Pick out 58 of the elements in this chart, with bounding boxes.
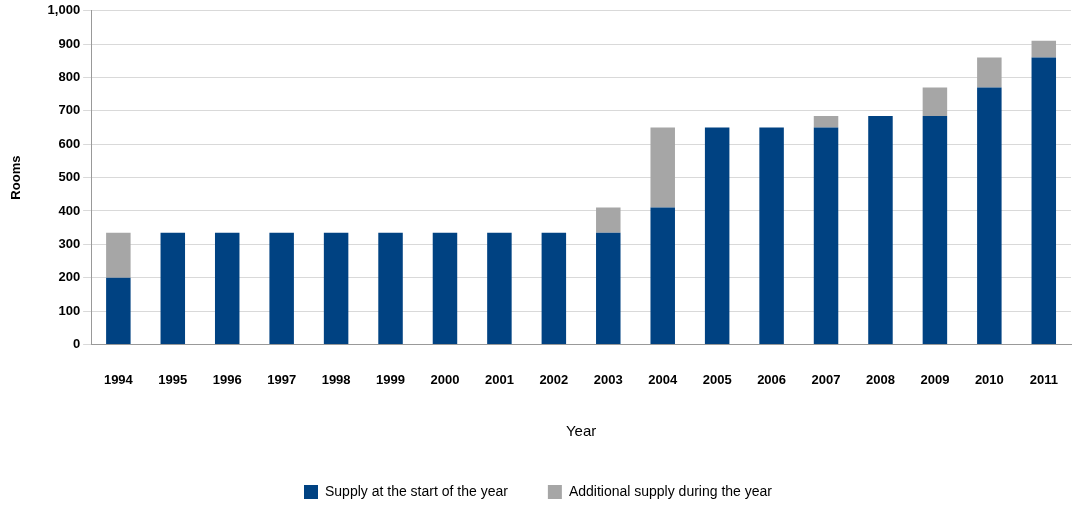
x-tick-label: 2009 <box>920 371 950 387</box>
y-tick-label: 900 <box>58 35 81 51</box>
bar <box>323 232 349 344</box>
legend-label: Supply at the start of the year <box>324 482 509 499</box>
bar <box>922 115 948 344</box>
y-tick-label: 0 <box>72 335 81 351</box>
x-tick-label: 2000 <box>430 371 460 387</box>
x-tick-label: 2011 <box>1029 371 1058 387</box>
legend-label: Additional supply during the year <box>568 482 773 499</box>
x-tick-label: 1998 <box>321 371 351 387</box>
y-tick-label: 100 <box>58 302 81 318</box>
bar <box>813 115 839 128</box>
x-tick-label: 2003 <box>593 371 623 387</box>
bar <box>922 87 948 116</box>
x-tick-label: 2002 <box>539 371 569 387</box>
x-tick-label: 2007 <box>811 371 841 387</box>
bar <box>1031 57 1057 344</box>
bar <box>813 127 839 344</box>
bar <box>214 232 240 344</box>
x-tick-label: 1994 <box>103 371 134 387</box>
bar <box>596 232 621 344</box>
x-tick-label: 2006 <box>757 371 787 387</box>
x-tick-label: 1997 <box>267 371 297 387</box>
x-tick-label: 2010 <box>974 371 1004 387</box>
x-tick-label: 1999 <box>376 371 405 387</box>
bar <box>650 207 675 344</box>
y-tick-label: 1,000 <box>47 2 81 18</box>
bar <box>596 207 621 233</box>
y-tick-label: 400 <box>58 202 81 218</box>
bar <box>977 57 1002 88</box>
y-tick-label: 800 <box>58 69 81 85</box>
x-axis-title: Year <box>565 422 597 440</box>
bar <box>106 277 131 344</box>
bar <box>160 232 186 344</box>
bar <box>868 115 893 344</box>
bar <box>759 127 784 344</box>
x-tick-label: 1995 <box>158 371 188 387</box>
bar <box>704 127 730 344</box>
y-tick-label: 600 <box>58 135 81 151</box>
x-tick-label: 2004 <box>648 371 678 387</box>
y-tick-label: 200 <box>58 269 81 285</box>
y-tick-label: 700 <box>58 102 81 118</box>
bar <box>541 232 567 344</box>
bar <box>650 127 675 208</box>
x-tick-label: 2008 <box>866 371 895 387</box>
x-tick-label: 2005 <box>702 371 732 387</box>
bar <box>269 232 294 344</box>
bar <box>432 232 458 344</box>
x-tick-label: 2001 <box>484 371 514 387</box>
bar <box>977 87 1002 344</box>
y-tick-label: 300 <box>58 235 81 251</box>
y-tick-label: 500 <box>58 169 81 185</box>
bar <box>1031 40 1057 58</box>
bar <box>106 232 131 278</box>
bar <box>487 232 512 344</box>
bar <box>378 232 403 344</box>
y-axis-title: Rooms <box>8 155 24 200</box>
x-tick-label: 1996 <box>212 371 242 387</box>
